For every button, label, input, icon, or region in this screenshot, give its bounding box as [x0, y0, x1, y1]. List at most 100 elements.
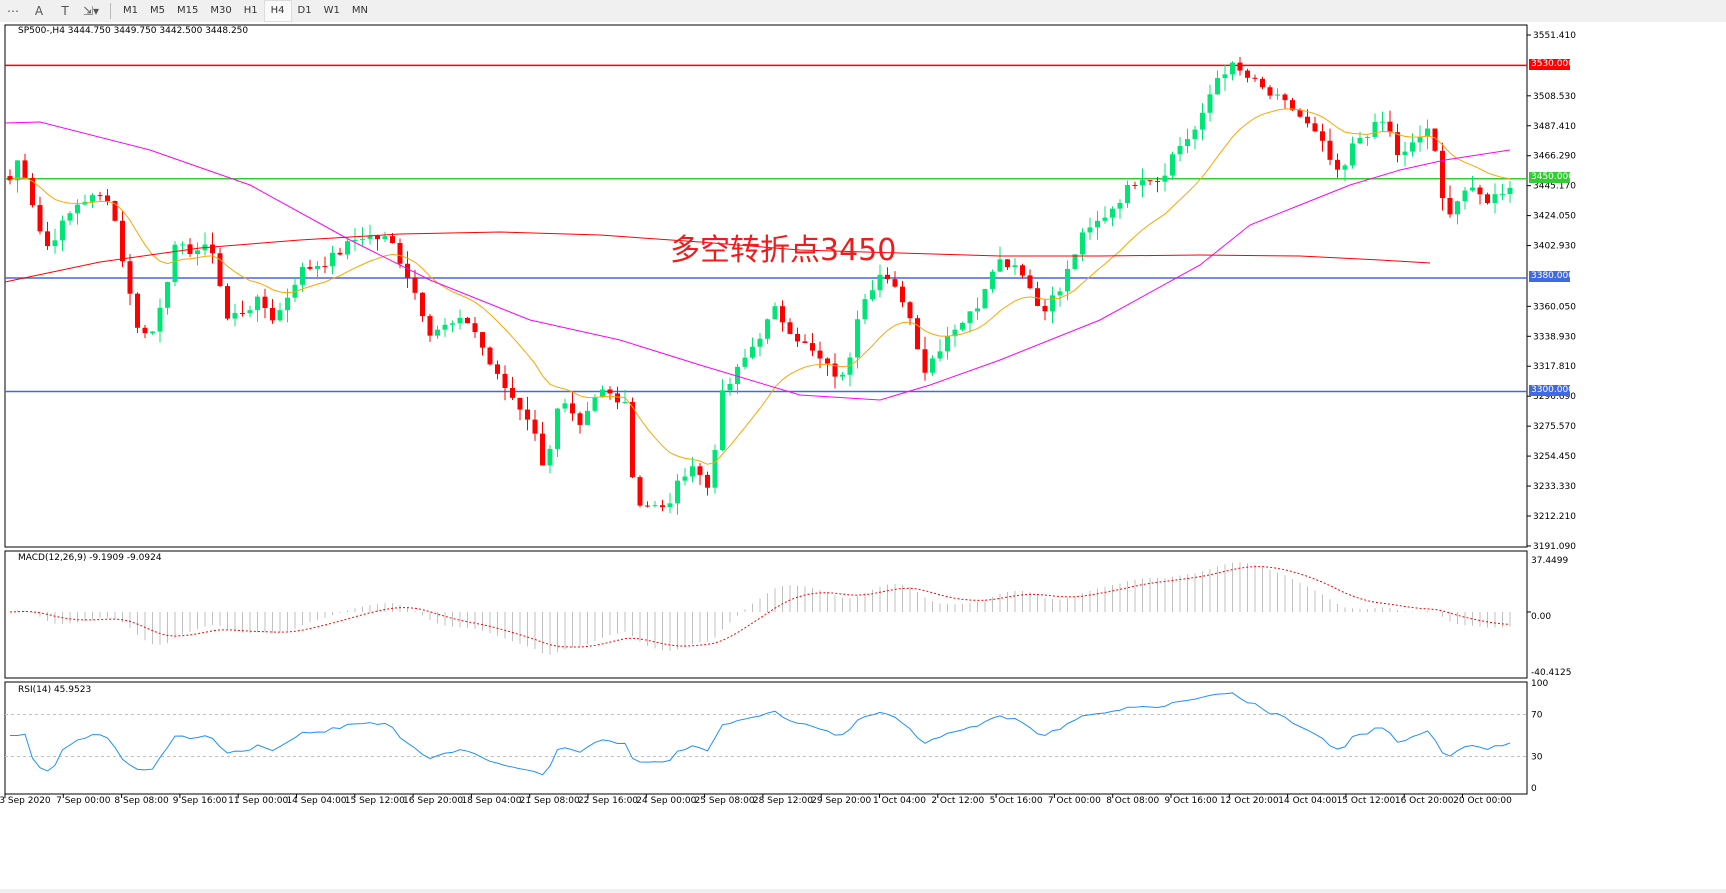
- candle-body: [360, 238, 365, 240]
- tf-m5[interactable]: M5: [150, 5, 165, 16]
- candle-body: [352, 239, 358, 242]
- candle-body: [22, 160, 28, 179]
- candle-body: [225, 286, 230, 319]
- candle-body: [270, 307, 275, 321]
- price-tick-label: 3191.090: [1533, 542, 1576, 552]
- price-tick-label: 3487.410: [1533, 122, 1576, 132]
- price-tick-label: 3338.930: [1533, 332, 1576, 342]
- candle-body: [1447, 198, 1453, 215]
- candle-body: [945, 336, 950, 352]
- candle-body: [75, 204, 80, 214]
- tf-h4[interactable]: H4: [263, 0, 292, 22]
- candle-body: [547, 448, 553, 466]
- tf-h1[interactable]: H1: [243, 5, 258, 16]
- time-tick-label: 9 Sep 16:00: [173, 796, 228, 806]
- candle-body: [105, 195, 110, 201]
- candle-body: [892, 279, 898, 287]
- candle-body: [60, 220, 65, 241]
- candle-body: [255, 296, 260, 311]
- candle-body: [1012, 265, 1018, 268]
- candle-body: [165, 282, 170, 308]
- macd-tick-label: -40.4125: [1531, 668, 1571, 678]
- time-tick-label: 20 Oct 00:00: [1453, 796, 1512, 806]
- candle-body: [1365, 137, 1370, 139]
- candle-body: [1110, 208, 1115, 218]
- text-label-icon[interactable]: T: [61, 4, 69, 18]
- candle-body: [1260, 78, 1265, 88]
- candle-body: [1402, 151, 1408, 155]
- candle-body: [997, 259, 1003, 272]
- candle-body: [795, 333, 800, 342]
- level-label-3300: 3300.000: [1529, 385, 1574, 396]
- candle-body: [750, 346, 755, 358]
- candle-body: [900, 286, 905, 303]
- candle-body: [772, 306, 778, 320]
- candle-body: [1192, 129, 1198, 140]
- candle-body: [630, 402, 635, 478]
- candle-body: [45, 231, 50, 247]
- grid-f-icon[interactable]: ⋯: [7, 4, 19, 18]
- rsi-title: RSI(14) 45.9523: [18, 685, 92, 695]
- candle-body: [1050, 295, 1055, 312]
- candle-body: [172, 244, 178, 283]
- candle-body: [1357, 137, 1363, 144]
- time-tick-label: 12 Oct 20:00: [1220, 796, 1279, 806]
- price-tick-label: 3360.050: [1533, 302, 1576, 312]
- candle-body: [1215, 78, 1220, 95]
- time-tick-label: 7 Oct 00:00: [1048, 796, 1101, 806]
- candle-body: [727, 383, 733, 391]
- rsi-tick-label: 30: [1531, 753, 1543, 763]
- candle-body: [1237, 62, 1243, 71]
- candle-body: [127, 261, 133, 294]
- candle-body: [540, 433, 545, 466]
- ma-magenta-line: [4, 121, 1511, 401]
- candle-body: [1462, 190, 1468, 202]
- candle-body: [637, 477, 643, 506]
- candle-body: [150, 331, 155, 334]
- annotation-text: 多空转折点3450: [670, 233, 897, 268]
- candle-body: [1230, 62, 1235, 75]
- candle-body: [1470, 187, 1475, 191]
- price-tick-label: 3296.690: [1533, 392, 1576, 402]
- price-tick-label: 3445.170: [1533, 182, 1576, 192]
- arrows-icon[interactable]: ⇲▾: [82, 4, 100, 18]
- macd-signal-line: [9, 566, 1511, 648]
- candle-body: [135, 293, 140, 328]
- candle-body: [1395, 132, 1400, 155]
- candle-body: [1147, 180, 1153, 182]
- candle-body: [660, 505, 665, 508]
- candle-body: [1087, 227, 1093, 233]
- candle-body: [142, 327, 148, 334]
- tf-d1[interactable]: D1: [297, 5, 312, 16]
- main-title: SP500-,H4 3444.750 3449.750 3442.500 344…: [18, 26, 249, 36]
- candle-body: [487, 347, 493, 365]
- candle-body: [1117, 202, 1123, 209]
- candle-body: [765, 319, 770, 339]
- candle-body: [1312, 123, 1318, 132]
- tf-mn[interactable]: MN: [351, 5, 368, 16]
- candle-body: [300, 266, 305, 285]
- chart-canvas[interactable]: 3551.410 3508.530 3487.410 3466.290 3445.170…: [0, 22, 1726, 889]
- candle-body: [517, 397, 523, 410]
- time-tick-label: 22 Sep 16:00: [578, 796, 638, 806]
- candle-body: [1282, 94, 1288, 101]
- candle-body: [510, 388, 515, 398]
- chart-window[interactable]: 3551.410 3508.530 3487.410 3466.290 3445.170…: [0, 22, 1726, 889]
- candle-body: [52, 240, 58, 247]
- candle-body: [1500, 194, 1505, 196]
- text-a-icon[interactable]: A: [34, 4, 44, 18]
- candle-body: [990, 271, 995, 289]
- candle-body: [787, 322, 793, 334]
- tf-m30[interactable]: M30: [210, 5, 232, 16]
- candle-body: [817, 350, 823, 359]
- candle-body: [975, 308, 980, 312]
- tf-m15[interactable]: M15: [177, 5, 199, 16]
- tf-m1[interactable]: M1: [123, 5, 138, 16]
- candle-body: [322, 266, 328, 268]
- candle-body: [1177, 146, 1183, 155]
- time-tick-label: 16 Sep 20:00: [403, 796, 463, 806]
- candle-body: [120, 220, 125, 262]
- candle-body: [570, 403, 575, 414]
- price-tick-label: 3233.330: [1533, 482, 1576, 492]
- tf-w1[interactable]: W1: [323, 5, 340, 16]
